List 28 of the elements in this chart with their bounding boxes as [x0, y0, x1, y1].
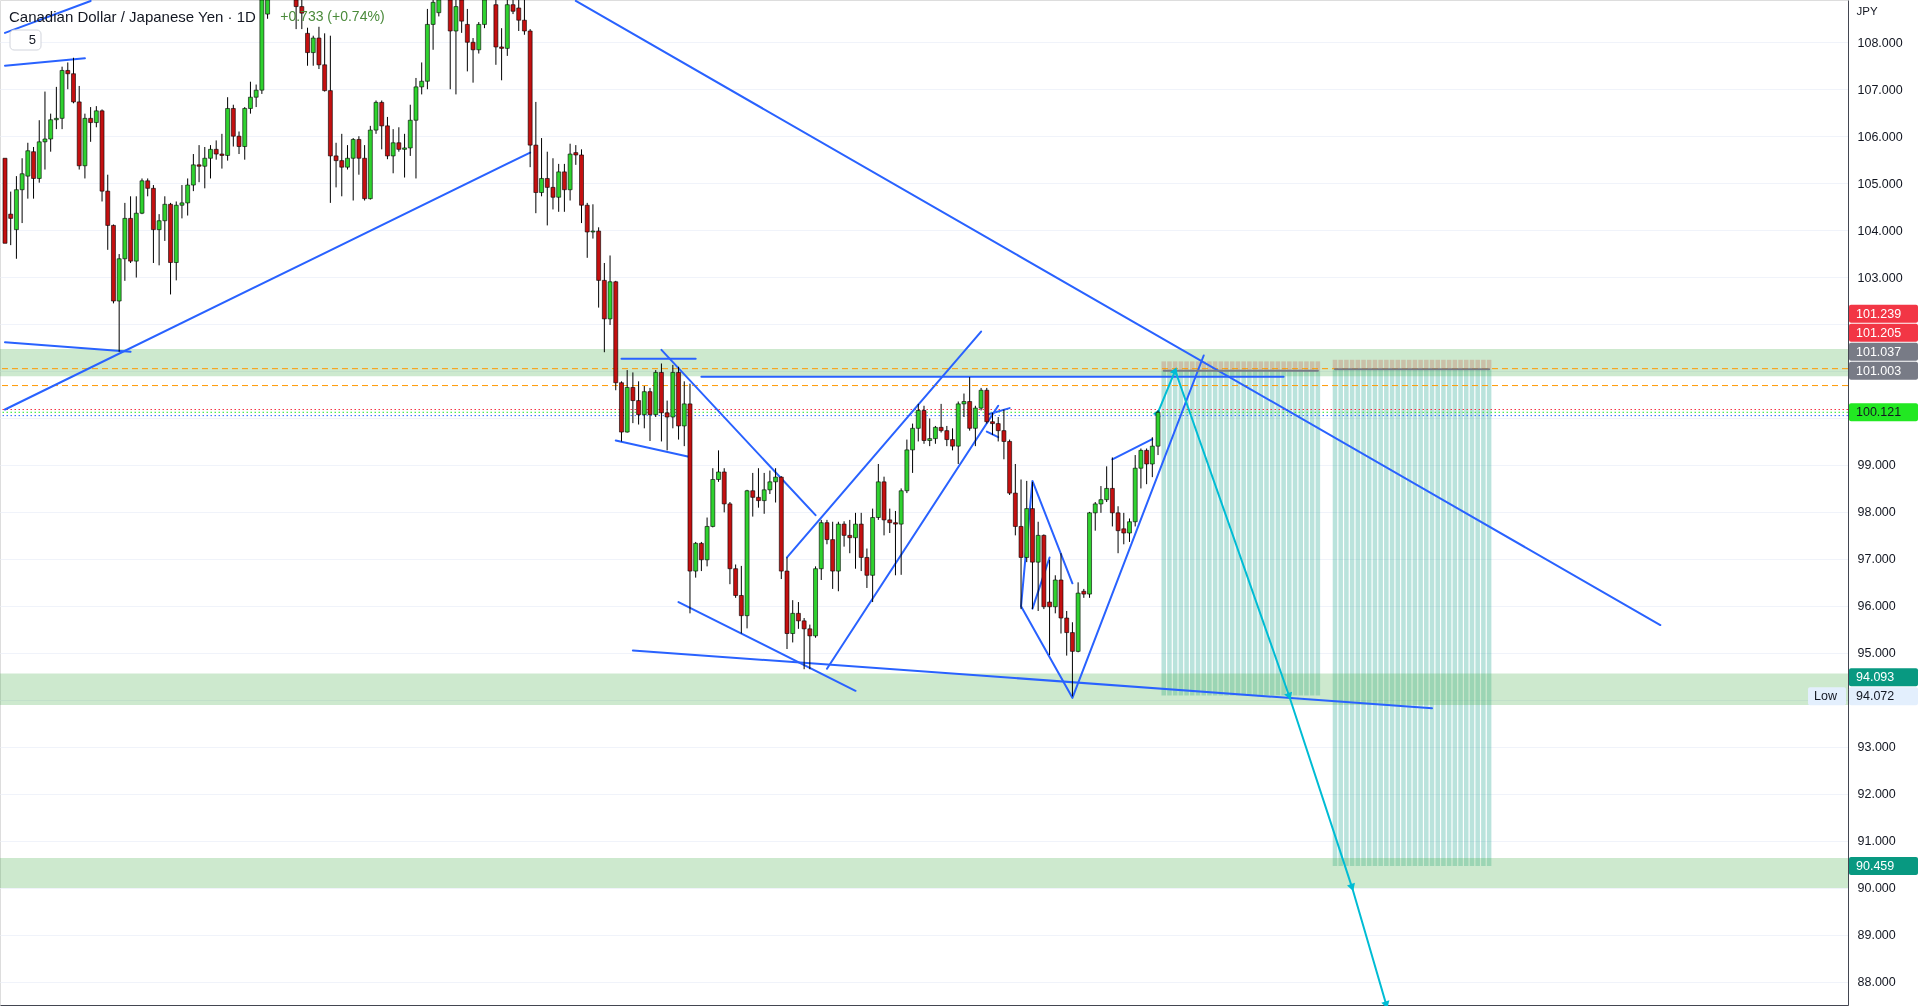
text: 101.205: [1856, 325, 1902, 340]
y-tick-label: 93.000: [1857, 740, 1896, 755]
text: 101.003: [1856, 363, 1902, 378]
annotation: Low: [1814, 689, 1838, 704]
y-tick-label: 91.000: [1857, 834, 1896, 849]
text: 90.459: [1856, 859, 1895, 874]
y-tick-label: 104.000: [1857, 223, 1903, 238]
text: 94.072: [1856, 689, 1895, 704]
y-tick-label: 89.000: [1857, 928, 1896, 943]
y-tick-label: 92.000: [1857, 787, 1896, 802]
y-tick-label: 88.000: [1857, 975, 1896, 990]
y-tick-label: 107.000: [1857, 82, 1903, 97]
y-tick-label: 99.000: [1857, 458, 1896, 473]
y-tick-label: 96.000: [1857, 599, 1896, 614]
annotation: 5: [28, 32, 36, 47]
y-tick-label: 97.000: [1857, 552, 1896, 567]
y-tick-label: 108.000: [1857, 35, 1903, 50]
text: 94.093: [1856, 670, 1895, 685]
y-tick-label: 105.000: [1857, 176, 1903, 191]
y-axis-title: JPY: [1856, 4, 1878, 17]
text: 101.239: [1856, 306, 1902, 321]
ref-line-label: 100.121: [1856, 405, 1902, 420]
y-tick-label: 103.000: [1857, 270, 1903, 285]
y-tick-label: 95.000: [1857, 646, 1896, 661]
y-tick-label: 98.000: [1857, 505, 1896, 520]
y-tick-label: 90.000: [1857, 881, 1896, 896]
y-tick-label: 106.000: [1857, 129, 1903, 144]
text: 101.037: [1856, 344, 1902, 359]
